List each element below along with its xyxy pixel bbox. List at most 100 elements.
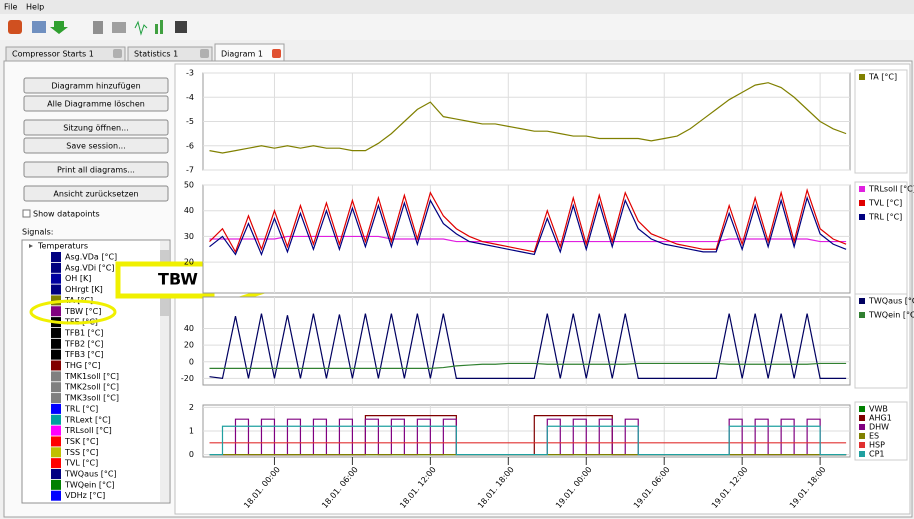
legend-label: TA [°C] <box>868 73 897 82</box>
legend-label: TWQein [°C] <box>868 311 914 320</box>
signal-color <box>51 360 61 371</box>
tab[interactable] <box>214 43 285 62</box>
y-tick-label: 20 <box>184 258 194 267</box>
y-tick-label: -5 <box>186 117 194 126</box>
legend-swatch <box>859 74 865 80</box>
y-tick-label: 1 <box>189 427 194 436</box>
signals-label: Signals: <box>22 228 53 237</box>
tab-label: Statistics 1 <box>134 50 178 59</box>
y-tick-label: -4 <box>186 93 194 102</box>
signal-item[interactable]: TBW [°C] <box>64 307 101 316</box>
signal-item[interactable]: TMK3soll [°C] <box>64 394 119 403</box>
icon-delete[interactable] <box>93 21 103 34</box>
signal-item[interactable]: OH [K] <box>65 274 91 283</box>
legend-label: HSP <box>869 441 885 450</box>
tree-group: Temperaturs <box>37 242 88 251</box>
legend-swatch <box>859 451 865 457</box>
legend-swatch <box>859 442 865 448</box>
signal-color <box>51 393 61 404</box>
checkbox[interactable] <box>22 209 31 218</box>
signal-item[interactable]: TFB1 [°C] <box>64 328 103 337</box>
button-label: Save session... <box>66 142 125 151</box>
y-tick-label: -6 <box>186 141 194 150</box>
signal-item[interactable]: TSS [°C] <box>64 448 98 457</box>
signal-color <box>51 490 61 501</box>
legend-swatch <box>859 214 865 220</box>
y-tick-label: -3 <box>186 69 194 78</box>
button-label: Ansicht zurücksetzen <box>53 190 138 199</box>
signal-color <box>51 458 61 469</box>
button[interactable] <box>23 77 169 94</box>
icon-signal[interactable] <box>134 20 148 36</box>
signal-item[interactable]: TFB2 [°C] <box>64 339 103 348</box>
legend-swatch <box>859 298 865 304</box>
signal-item[interactable]: TMK1soll [°C] <box>64 372 119 381</box>
y-tick-label: 0 <box>189 450 194 459</box>
signal-color <box>51 382 61 393</box>
tab-label: Diagram 1 <box>221 50 263 59</box>
icon-flag[interactable] <box>175 21 187 33</box>
legend-label: ES <box>869 432 879 441</box>
signal-color <box>51 425 61 436</box>
signal-item[interactable]: TRLsoll [°C] <box>64 426 112 435</box>
icon-bars[interactable] <box>155 24 158 34</box>
y-tick-label: -7 <box>186 166 194 175</box>
annotation-text: TBW <box>158 270 198 289</box>
signal-item[interactable]: THG [°C] <box>64 361 100 370</box>
signal-item[interactable]: OHrgt [K] <box>65 285 103 294</box>
tab[interactable] <box>5 46 126 62</box>
icon-print[interactable] <box>112 22 126 33</box>
legend-swatch <box>859 312 865 318</box>
signal-color <box>51 349 61 360</box>
signal-item[interactable]: TWQaus [°C] <box>64 470 117 479</box>
tree-expander <box>29 244 33 248</box>
button[interactable] <box>23 137 169 154</box>
signal-item[interactable]: VDHz [°C] <box>65 491 105 500</box>
icon-download[interactable] <box>50 21 68 34</box>
signal-item[interactable]: TSK [°C] <box>64 437 99 446</box>
signal-item[interactable]: Asg.VDa [°C] <box>65 253 117 262</box>
signal-item[interactable]: TRL [°C] <box>64 404 98 413</box>
button-label: Sitzung öffnen... <box>63 124 129 133</box>
button[interactable] <box>23 95 169 112</box>
icon-bars[interactable] <box>160 20 163 34</box>
tab-close[interactable] <box>200 49 209 58</box>
signal-item[interactable]: TVL [°C] <box>64 459 98 468</box>
button[interactable] <box>23 161 169 178</box>
signal-item[interactable]: TMK2soll [°C] <box>64 383 119 392</box>
tab-close[interactable] <box>272 49 281 58</box>
menu-item[interactable]: Help <box>26 3 44 12</box>
legend-swatch <box>859 424 865 430</box>
signal-item[interactable]: TWQein [°C] <box>64 480 115 489</box>
legend-label: DHW <box>869 423 889 432</box>
signal-item[interactable]: Asg.VDi [°C] <box>65 263 115 272</box>
legend-swatch <box>859 433 865 439</box>
signal-color <box>51 284 61 295</box>
button[interactable] <box>23 119 169 136</box>
signal-color <box>51 403 61 414</box>
tab-close[interactable] <box>113 49 122 58</box>
plot-frame <box>202 296 851 386</box>
signal-color <box>51 371 61 382</box>
y-tick-label: 0 <box>189 357 194 366</box>
button[interactable] <box>23 185 169 202</box>
signal-color <box>51 479 61 490</box>
legend-label: CP1 <box>869 450 885 459</box>
highlight-ellipse <box>29 299 117 325</box>
tab[interactable] <box>127 46 213 62</box>
button-label: Diagramm hinzufügen <box>51 82 140 91</box>
scrollbar <box>160 241 169 502</box>
legend-frame <box>854 293 908 389</box>
legend-swatch <box>859 415 865 421</box>
icon-exit[interactable] <box>8 20 22 34</box>
menu-item[interactable]: File <box>4 3 17 12</box>
signal-item[interactable]: TFB3 [°C] <box>64 350 103 359</box>
signal-color <box>51 273 61 284</box>
signal-item[interactable]: TRLext [°C] <box>64 415 111 424</box>
legend-swatch <box>859 406 865 412</box>
button-label: Alle Diagramme löschen <box>47 100 145 109</box>
y-tick-label: 30 <box>184 232 194 241</box>
signal-color <box>51 262 61 273</box>
icon-open[interactable] <box>32 21 46 33</box>
y-tick-label: -20 <box>181 374 194 383</box>
